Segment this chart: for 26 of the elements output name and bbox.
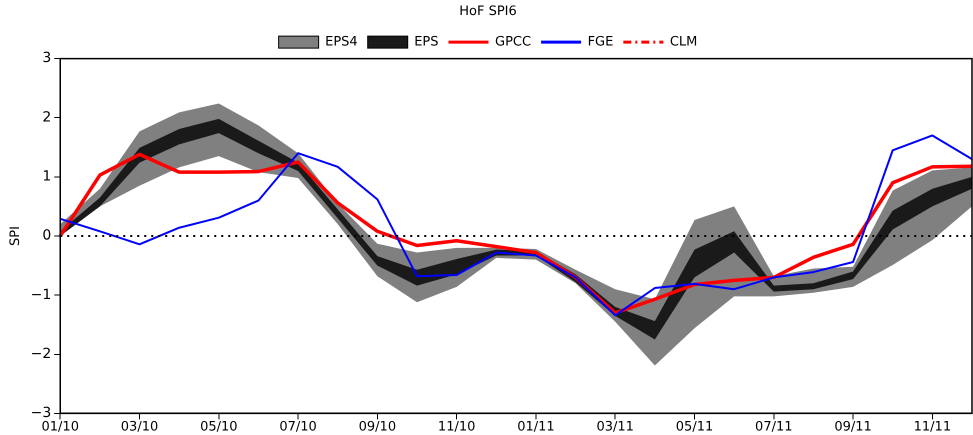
legend-label: EPS <box>414 34 439 50</box>
y-tick-label: −2 <box>30 346 52 362</box>
x-tick-label: 11/11 <box>914 420 952 435</box>
y-tick-label: −3 <box>30 405 52 422</box>
x-tick-label: 09/10 <box>358 420 396 435</box>
x-tick-label: 07/11 <box>755 420 793 435</box>
chart-title: HoF SPI6 <box>459 4 517 20</box>
legend-label: EPS4 <box>325 34 358 50</box>
x-tick-label: 01/11 <box>517 420 555 435</box>
legend-label: GPCC <box>495 34 532 50</box>
x-tick-label: 03/11 <box>596 420 634 435</box>
x-tick-label: 03/10 <box>120 420 158 435</box>
x-tick-label: 11/10 <box>438 420 476 435</box>
x-tick-label: 07/10 <box>279 420 317 435</box>
y-tick-label: 2 <box>42 109 52 126</box>
x-tick-label: 01/10 <box>42 420 79 435</box>
x-tick-label: 09/11 <box>834 420 872 435</box>
y-tick-label: 1 <box>42 168 52 185</box>
legend-label: CLM <box>670 34 698 50</box>
legend-label: FGE <box>588 34 614 50</box>
y-tick-label: 0 <box>42 228 52 244</box>
y-tick-label: −1 <box>30 286 52 303</box>
x-tick-label: 05/11 <box>676 420 714 435</box>
y-axis-title: SPI <box>8 226 24 246</box>
y-tick-label: 3 <box>42 50 52 66</box>
x-tick-label: 05/10 <box>200 420 238 435</box>
